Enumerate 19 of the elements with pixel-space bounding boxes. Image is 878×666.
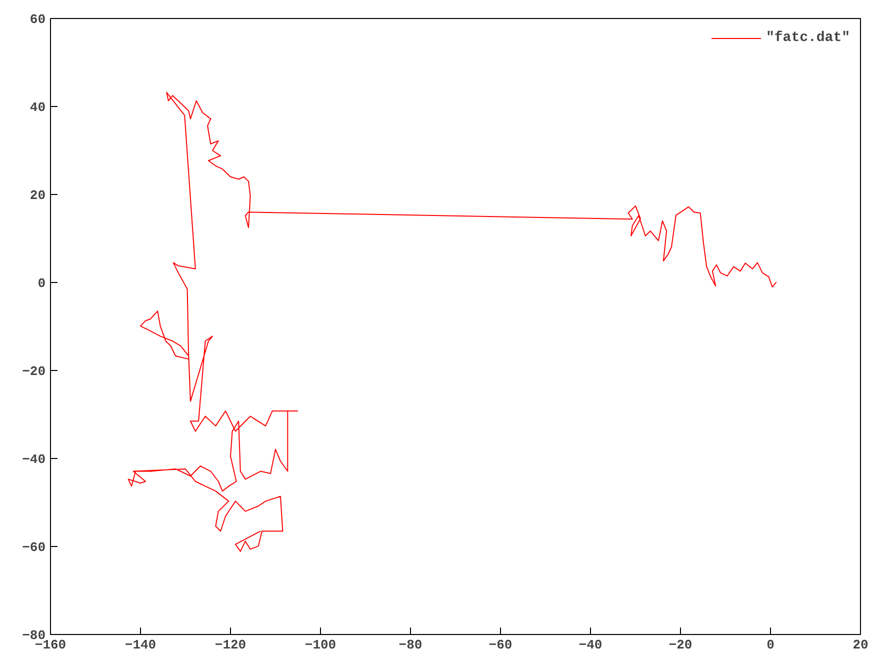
y-tick-label: 20 <box>30 188 46 203</box>
y-tick-label: 60 <box>30 12 46 27</box>
y-tick-label: 0 <box>38 276 46 291</box>
x-tick-label: 0 <box>766 638 775 652</box>
x-tick-label: −160 <box>34 638 66 652</box>
x-tick-label: −80 <box>398 638 422 652</box>
y-tick-label: −40 <box>22 452 46 467</box>
y-tick-label: −20 <box>22 364 46 379</box>
y-tick-label: 40 <box>30 100 46 115</box>
x-tick-label: −100 <box>304 638 336 652</box>
x-tick-label: −60 <box>488 638 512 652</box>
x-tick-label: −140 <box>124 638 156 652</box>
y-tick-label: −60 <box>22 540 46 555</box>
x-tick-label: 20 <box>852 638 868 652</box>
legend-label: "fatc.dat" <box>766 30 850 46</box>
x-tick-label: −120 <box>214 638 246 652</box>
x-tick-label: −40 <box>578 638 602 652</box>
line-series <box>128 92 777 552</box>
x-tick-label: −20 <box>668 638 692 652</box>
